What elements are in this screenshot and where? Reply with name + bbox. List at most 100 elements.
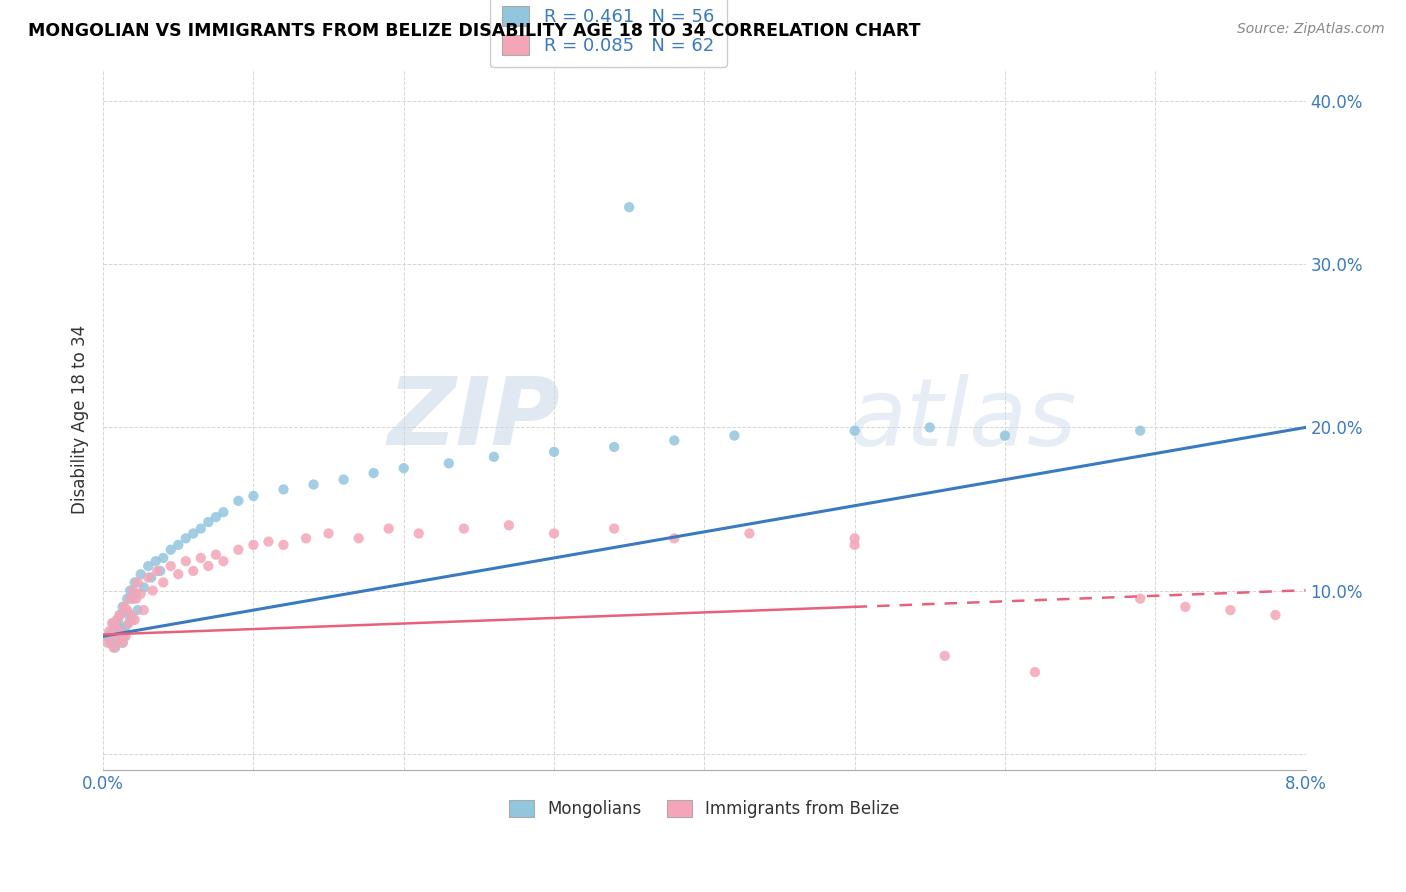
Point bbox=[1354, 616, 1376, 631]
Point bbox=[181, 564, 204, 578]
Point bbox=[228, 542, 250, 557]
Point bbox=[146, 564, 169, 578]
Point bbox=[149, 564, 172, 578]
Point bbox=[603, 522, 626, 536]
Point bbox=[132, 580, 155, 594]
Point bbox=[918, 420, 941, 434]
Point bbox=[228, 493, 250, 508]
Point bbox=[122, 591, 145, 606]
Point bbox=[118, 607, 141, 622]
Point bbox=[136, 570, 159, 584]
Point bbox=[1129, 591, 1152, 606]
Point bbox=[273, 538, 295, 552]
Point bbox=[114, 619, 136, 633]
Point bbox=[167, 567, 190, 582]
Point bbox=[1024, 665, 1046, 679]
Point bbox=[100, 629, 122, 643]
Point bbox=[738, 526, 761, 541]
Point bbox=[1309, 613, 1331, 627]
Point bbox=[114, 629, 136, 643]
Point bbox=[107, 613, 129, 627]
Point bbox=[120, 591, 142, 606]
Point bbox=[122, 583, 145, 598]
Point bbox=[111, 636, 134, 650]
Point bbox=[197, 559, 219, 574]
Point bbox=[242, 489, 264, 503]
Point bbox=[347, 532, 370, 546]
Point bbox=[104, 640, 127, 655]
Point bbox=[377, 522, 399, 536]
Point bbox=[98, 624, 121, 639]
Point bbox=[127, 603, 149, 617]
Point bbox=[136, 559, 159, 574]
Point bbox=[453, 522, 475, 536]
Point bbox=[408, 526, 430, 541]
Point bbox=[205, 548, 228, 562]
Point bbox=[118, 616, 141, 631]
Point bbox=[844, 424, 866, 438]
Point bbox=[174, 532, 197, 546]
Point bbox=[114, 603, 136, 617]
Point bbox=[167, 538, 190, 552]
Point bbox=[101, 616, 124, 631]
Point bbox=[120, 583, 142, 598]
Point bbox=[121, 607, 143, 622]
Point bbox=[105, 632, 128, 647]
Point bbox=[112, 629, 135, 643]
Point bbox=[302, 477, 325, 491]
Point bbox=[257, 534, 280, 549]
Point bbox=[111, 599, 134, 614]
Point bbox=[124, 613, 146, 627]
Point bbox=[295, 532, 318, 546]
Point bbox=[103, 616, 125, 631]
Point bbox=[142, 583, 165, 598]
Point bbox=[1385, 619, 1406, 633]
Point bbox=[103, 640, 125, 655]
Y-axis label: Disability Age 18 to 34: Disability Age 18 to 34 bbox=[72, 325, 89, 514]
Point bbox=[125, 587, 148, 601]
Text: Source: ZipAtlas.com: Source: ZipAtlas.com bbox=[1237, 22, 1385, 37]
Point bbox=[723, 428, 745, 442]
Point bbox=[107, 619, 129, 633]
Point bbox=[190, 550, 212, 565]
Point bbox=[100, 636, 122, 650]
Point bbox=[543, 526, 565, 541]
Point bbox=[212, 554, 235, 568]
Point bbox=[159, 542, 181, 557]
Point bbox=[115, 591, 138, 606]
Point bbox=[332, 473, 354, 487]
Point bbox=[437, 456, 460, 470]
Point bbox=[101, 624, 124, 639]
Point bbox=[127, 575, 149, 590]
Point bbox=[115, 603, 138, 617]
Point bbox=[197, 515, 219, 529]
Point bbox=[141, 570, 163, 584]
Point bbox=[273, 483, 295, 497]
Point bbox=[152, 550, 174, 565]
Point bbox=[125, 591, 148, 606]
Point bbox=[242, 538, 264, 552]
Point bbox=[105, 613, 128, 627]
Point bbox=[543, 445, 565, 459]
Point bbox=[1264, 607, 1286, 622]
Point bbox=[664, 434, 686, 448]
Point bbox=[212, 505, 235, 519]
Point bbox=[145, 554, 167, 568]
Point bbox=[110, 624, 132, 639]
Point bbox=[1219, 603, 1241, 617]
Point bbox=[363, 466, 385, 480]
Point bbox=[97, 636, 120, 650]
Point bbox=[108, 607, 131, 622]
Text: ZIP: ZIP bbox=[387, 373, 560, 466]
Point bbox=[205, 510, 228, 524]
Point bbox=[617, 200, 640, 214]
Point bbox=[107, 632, 129, 647]
Text: atlas: atlas bbox=[849, 374, 1077, 465]
Text: MONGOLIAN VS IMMIGRANTS FROM BELIZE DISABILITY AGE 18 TO 34 CORRELATION CHART: MONGOLIAN VS IMMIGRANTS FROM BELIZE DISA… bbox=[28, 22, 921, 40]
Point bbox=[844, 532, 866, 546]
Point bbox=[1129, 424, 1152, 438]
Point bbox=[159, 559, 181, 574]
Point bbox=[108, 607, 131, 622]
Point bbox=[129, 587, 152, 601]
Point bbox=[664, 532, 686, 546]
